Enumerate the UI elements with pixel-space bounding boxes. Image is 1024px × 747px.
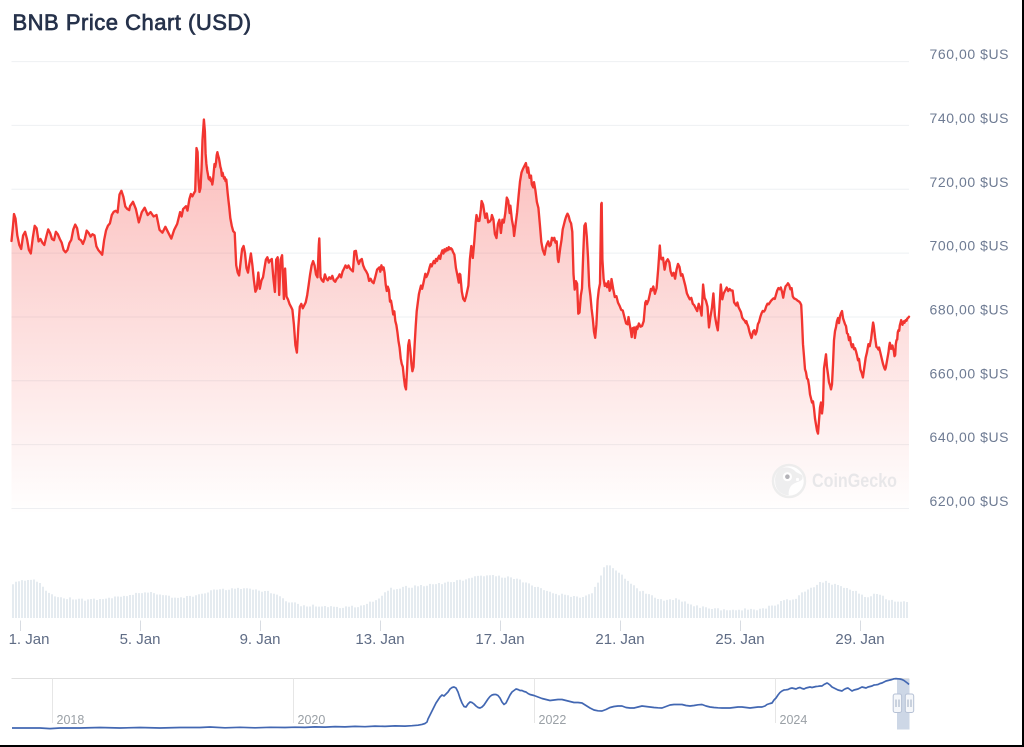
svg-text:BNB Price Chart (USD): BNB Price Chart (USD)	[13, 10, 252, 35]
svg-text:720,00 $US: 720,00 $US	[930, 174, 1009, 190]
svg-text:2020: 2020	[298, 713, 326, 727]
svg-text:29. Jan: 29. Jan	[835, 631, 884, 648]
svg-text:9. Jan: 9. Jan	[240, 631, 281, 648]
svg-text:25. Jan: 25. Jan	[715, 631, 764, 648]
svg-text:1. Jan: 1. Jan	[9, 631, 50, 648]
svg-text:700,00 $US: 700,00 $US	[930, 238, 1009, 254]
svg-text:CoinGecko: CoinGecko	[812, 471, 897, 492]
svg-text:13. Jan: 13. Jan	[355, 631, 404, 648]
svg-text:620,00 $US: 620,00 $US	[930, 493, 1009, 509]
svg-text:21. Jan: 21. Jan	[595, 631, 644, 648]
svg-text:640,00 $US: 640,00 $US	[930, 429, 1009, 445]
svg-text:740,00 $US: 740,00 $US	[930, 110, 1009, 126]
svg-text:2024: 2024	[780, 713, 808, 727]
svg-text:5. Jan: 5. Jan	[120, 631, 161, 648]
svg-text:680,00 $US: 680,00 $US	[930, 302, 1009, 318]
svg-text:2018: 2018	[57, 713, 85, 727]
svg-text:17. Jan: 17. Jan	[475, 631, 524, 648]
svg-text:2022: 2022	[539, 713, 567, 727]
svg-text:660,00 $US: 660,00 $US	[930, 365, 1009, 381]
svg-text:760,00 $US: 760,00 $US	[930, 46, 1009, 62]
